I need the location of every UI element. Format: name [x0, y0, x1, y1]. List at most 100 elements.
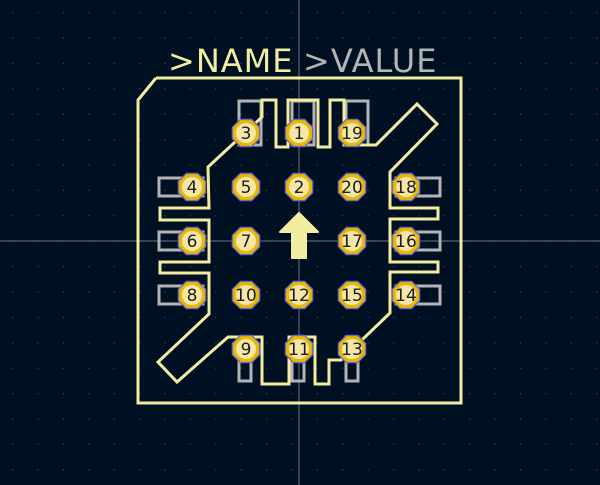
grid-dot — [469, 12, 471, 14]
grid-dot — [113, 215, 115, 217]
pad-7[interactable]: 7 — [231, 226, 261, 256]
reference-label[interactable]: >NAME — [168, 42, 293, 80]
pad-drill-hole — [342, 285, 362, 305]
grid-dot — [215, 139, 217, 141]
grid-dot — [215, 469, 217, 471]
grid-dot — [342, 367, 344, 369]
grid-dot — [469, 37, 471, 39]
grid-dot — [545, 215, 547, 217]
grid-dot — [164, 469, 166, 471]
grid-dot — [570, 291, 572, 293]
pad-14[interactable]: 14 — [391, 280, 421, 310]
pad-drill-hole — [289, 123, 309, 143]
grid-dot — [494, 113, 496, 115]
pad-15[interactable]: 15 — [337, 280, 367, 310]
grid-dot — [469, 189, 471, 191]
grid-dot — [342, 88, 344, 90]
value-label[interactable]: >VALUE — [303, 42, 437, 80]
grid-dot — [291, 164, 293, 166]
grid-dot — [139, 12, 141, 14]
grid-dot — [316, 469, 318, 471]
grid-dot — [316, 266, 318, 268]
grid-dot — [545, 113, 547, 115]
grid-dot — [88, 62, 90, 64]
pad-17[interactable]: 17 — [337, 226, 367, 256]
grid-dot — [393, 139, 395, 141]
grid-dot — [12, 139, 14, 141]
pad-4[interactable]: 4 — [177, 172, 207, 202]
grid-dot — [266, 291, 268, 293]
grid-dot — [291, 37, 293, 39]
pad-13[interactable]: 13 — [337, 334, 367, 364]
grid-dot — [240, 316, 242, 318]
grid-dot — [37, 12, 39, 14]
pad-3[interactable]: 3 — [231, 118, 261, 148]
grid-dot — [215, 342, 217, 344]
grid-dot — [240, 418, 242, 420]
pad-20[interactable]: 20 — [337, 172, 367, 202]
pad-16[interactable]: 16 — [391, 226, 421, 256]
grid-dot — [12, 469, 14, 471]
grid-dot — [545, 12, 547, 14]
grid-dot — [393, 469, 395, 471]
grid-dot — [215, 418, 217, 420]
pad-drill-hole — [342, 339, 362, 359]
grid-dot — [62, 215, 64, 217]
grid-dot — [520, 88, 522, 90]
pad-5[interactable]: 5 — [231, 172, 261, 202]
grid-dot — [189, 443, 191, 445]
pad-1[interactable]: 1 — [284, 118, 314, 148]
grid-dot — [494, 12, 496, 14]
pad-drill-hole — [236, 339, 256, 359]
grid-dot — [113, 62, 115, 64]
grid-dot — [113, 367, 115, 369]
pad-9[interactable]: 9 — [231, 334, 261, 364]
pad-number-label: 15 — [341, 286, 363, 306]
grid-dot — [520, 62, 522, 64]
grid-dot — [596, 393, 598, 395]
grid-dot — [596, 113, 598, 115]
grid-dot — [240, 443, 242, 445]
grid-dot — [189, 418, 191, 420]
grid-dot — [37, 469, 39, 471]
up-arrow-icon — [279, 212, 319, 259]
pad-11[interactable]: 11 — [284, 334, 314, 364]
grid-dot — [215, 37, 217, 39]
grid-dot — [240, 62, 242, 64]
grid-dot — [418, 393, 420, 395]
pad-19[interactable]: 19 — [337, 118, 367, 148]
grid-dot — [189, 342, 191, 344]
grid-dot — [164, 215, 166, 217]
grid-dot — [266, 342, 268, 344]
grid-dot — [443, 62, 445, 64]
pad-18[interactable]: 18 — [391, 172, 421, 202]
grid-dot — [189, 469, 191, 471]
pad-12[interactable]: 12 — [284, 280, 314, 310]
grid-dot — [12, 88, 14, 90]
grid-dot — [443, 88, 445, 90]
pad-2[interactable]: 2 — [284, 172, 314, 202]
grid-dot — [164, 443, 166, 445]
grid-dot — [469, 215, 471, 217]
grid-dot — [164, 62, 166, 64]
grid-dot — [418, 316, 420, 318]
grid-dot — [240, 88, 242, 90]
pad-8[interactable]: 8 — [177, 280, 207, 310]
grid-dot — [12, 367, 14, 369]
grid-dot — [545, 342, 547, 344]
pad-6[interactable]: 6 — [177, 226, 207, 256]
grid-dot — [367, 443, 369, 445]
grid-dot — [240, 113, 242, 115]
grid-dot — [596, 37, 598, 39]
grid-dot — [139, 37, 141, 39]
grid-dot — [62, 62, 64, 64]
grid-dot — [570, 469, 572, 471]
grid-dot — [520, 189, 522, 191]
grid-dot — [520, 37, 522, 39]
grid-dot — [494, 469, 496, 471]
grid-dot — [520, 443, 522, 445]
pad-10[interactable]: 10 — [231, 280, 261, 310]
grid-dot — [12, 215, 14, 217]
pad-number-label: 3 — [241, 124, 252, 144]
